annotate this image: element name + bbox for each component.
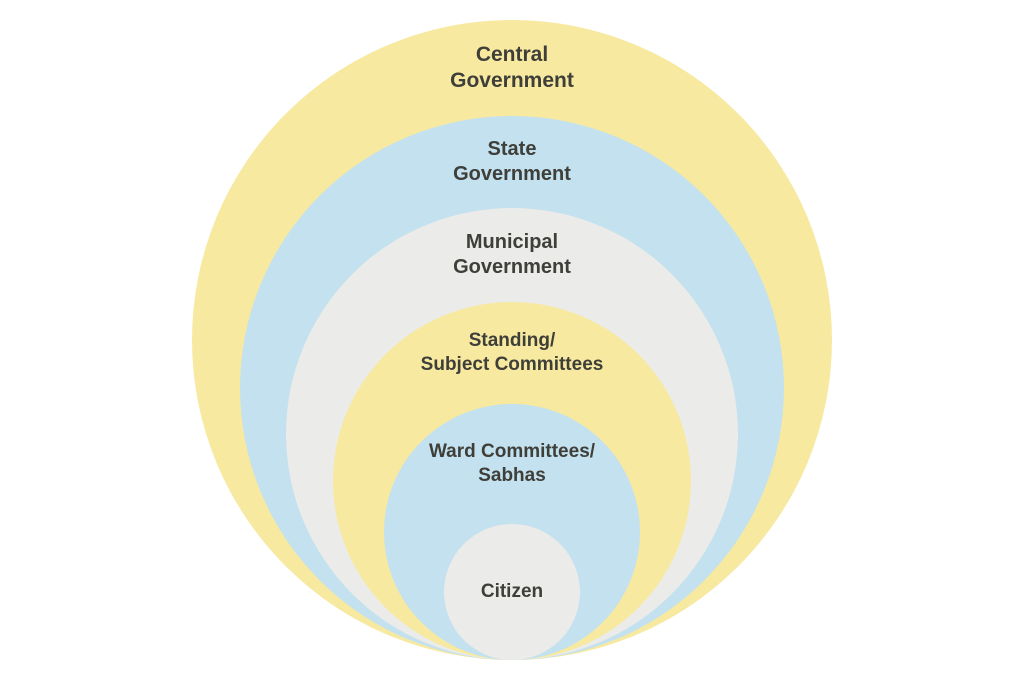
label-ward-committees: Ward Committees/ Sabhas: [352, 440, 672, 488]
nested-circles-diagram: Central Government State Government Muni…: [0, 0, 1024, 680]
label-citizen: Citizen: [352, 580, 672, 604]
label-state-government: State Government: [352, 137, 672, 187]
label-central-government: Central Government: [352, 42, 672, 95]
label-standing-committees: Standing/ Subject Committees: [352, 329, 672, 377]
label-municipal-government: Municipal Government: [352, 230, 672, 280]
